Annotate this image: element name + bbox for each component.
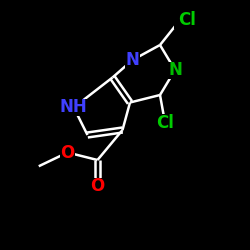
FancyBboxPatch shape bbox=[152, 114, 178, 131]
FancyBboxPatch shape bbox=[174, 12, 201, 28]
FancyBboxPatch shape bbox=[125, 52, 140, 68]
Text: Cl: Cl bbox=[156, 114, 174, 132]
Text: O: O bbox=[60, 144, 74, 162]
Text: N: N bbox=[126, 51, 140, 69]
FancyBboxPatch shape bbox=[60, 144, 75, 161]
Text: NH: NH bbox=[60, 98, 88, 116]
Text: N: N bbox=[168, 61, 182, 79]
Text: Cl: Cl bbox=[178, 11, 196, 29]
FancyBboxPatch shape bbox=[168, 62, 182, 78]
FancyBboxPatch shape bbox=[90, 178, 105, 195]
FancyBboxPatch shape bbox=[60, 99, 87, 116]
Text: O: O bbox=[90, 177, 104, 195]
